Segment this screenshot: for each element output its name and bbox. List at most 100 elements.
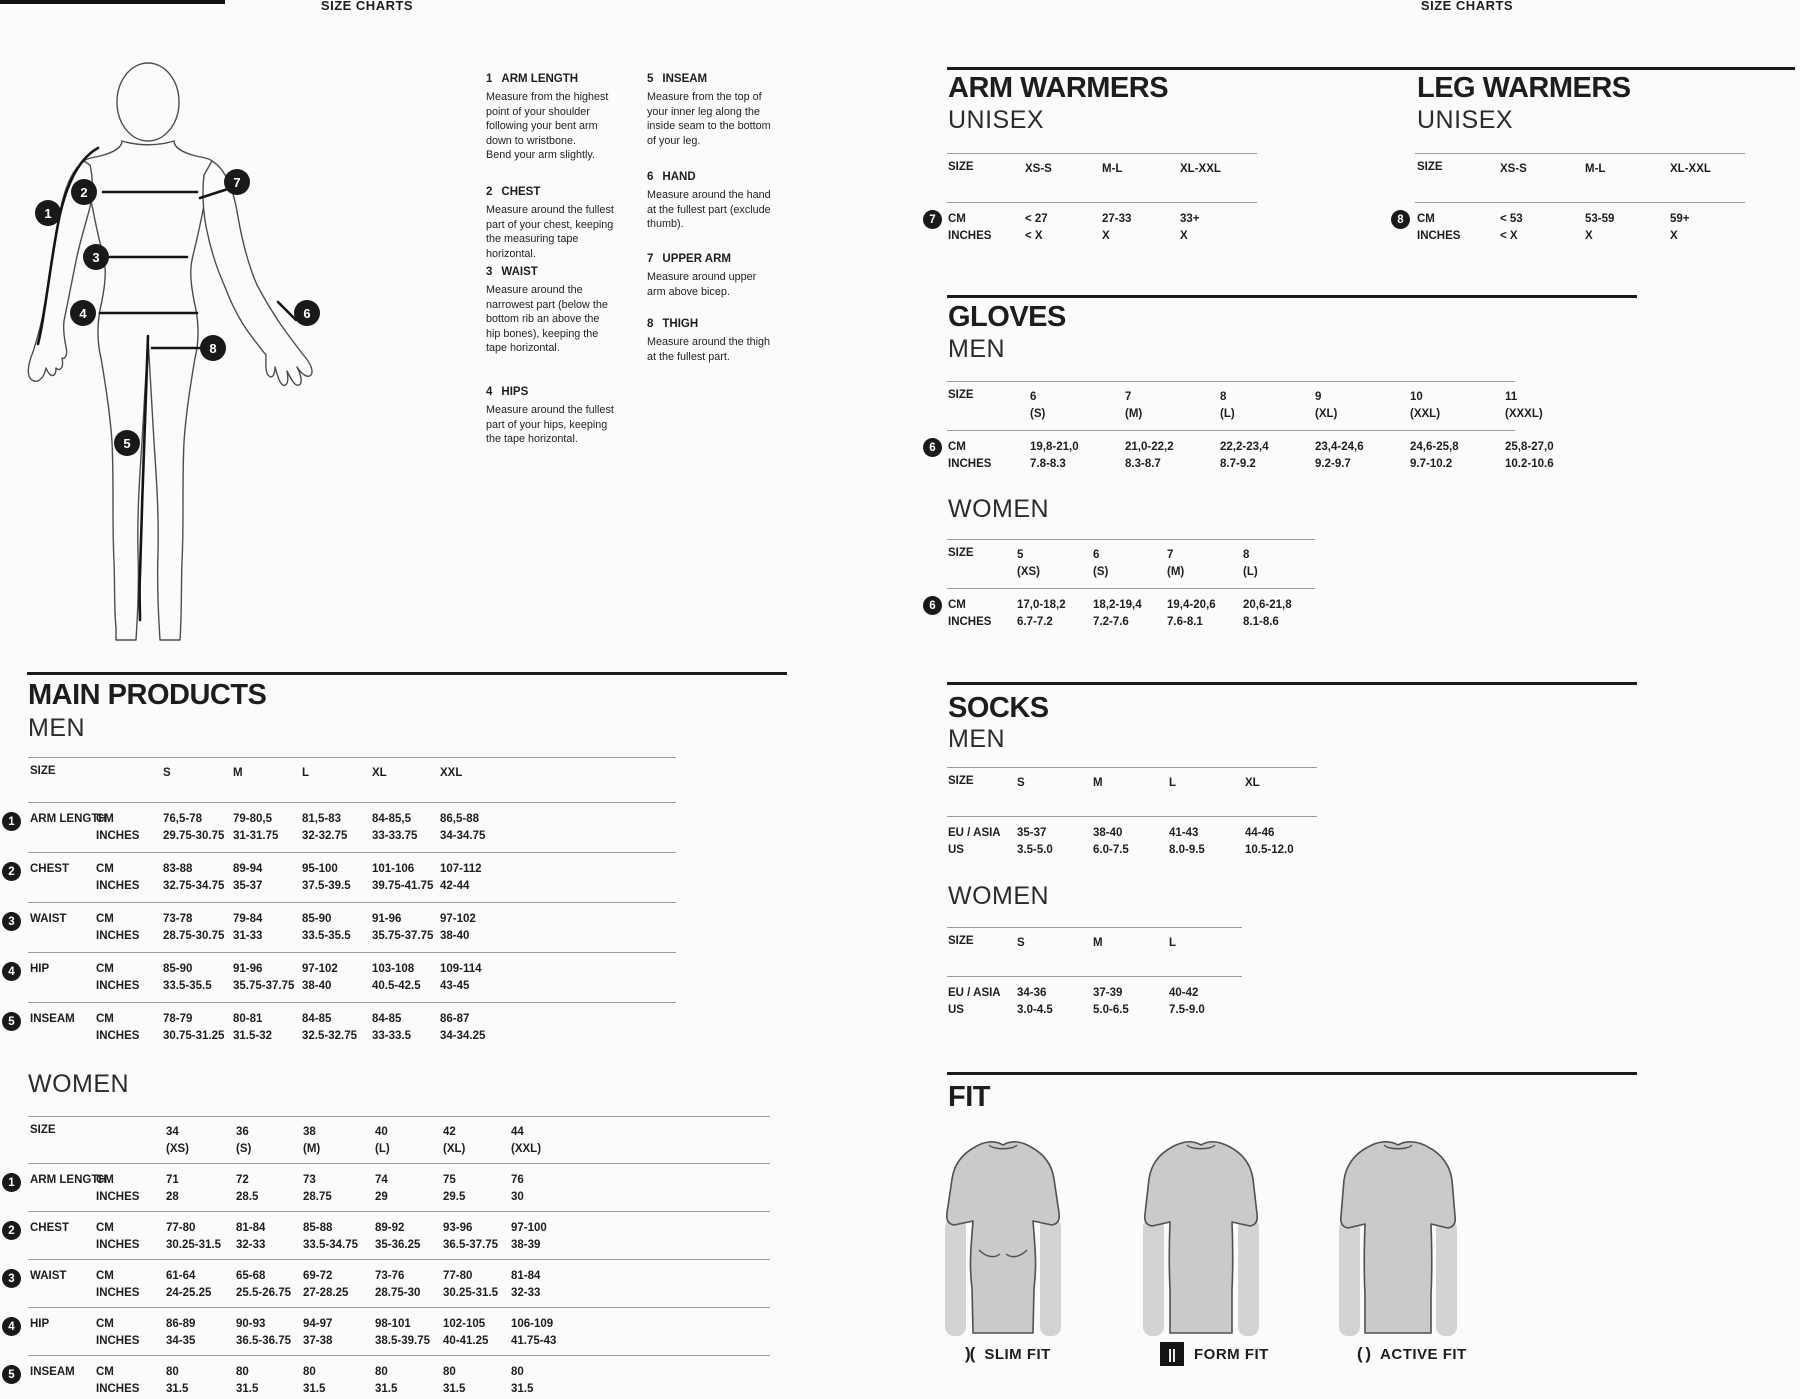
table-row: CM 77-80 81-84 85-88 89-92 93-96 97-100 [28,1222,770,1239]
size-alias: (XXL) [511,1143,542,1155]
size-value: X [1102,230,1110,242]
size-value: 76 [511,1174,524,1186]
size-alias: (XXXL) [1505,408,1543,420]
size-name: S [1017,937,1025,949]
table-row: CM 71 72 73 74 75 76 [28,1174,770,1191]
unit-label: US [948,1004,964,1016]
unit-label: CM [96,863,114,875]
column-header: 34 (XS) [166,1124,189,1158]
size-value: 98-101 [375,1318,411,1330]
size-value: 3.0-4.5 [1017,1004,1053,1016]
table-row: INCHES 29.75-30.75 31-31.75 32-32.75 33-33.7… [28,830,676,847]
instruction-text: Measure around the fullest part of your … [486,404,614,445]
size-value: 33.5-35.5 [163,980,212,992]
size-value: 37-38 [303,1335,333,1347]
measure-badge: 2 [2,1221,21,1240]
size-value: 35-36.25 [375,1239,421,1251]
column-header: 8 (L) [1243,547,1258,581]
size-value: 95-100 [302,863,338,875]
size-value: 32-32.75 [302,830,348,842]
body-diagram: 1 2 3 4 5 6 7 8 [27,62,320,641]
size-value: 80 [443,1366,456,1378]
table-header: SIZE 5 (XS) 6 (S) 7 (M) 8 (L) [947,539,1315,588]
measure-label: HIP [30,963,50,975]
size-value: 31.5 [375,1383,398,1395]
size-value: 69-72 [303,1270,333,1282]
unit-label: CM [948,441,966,453]
leg-warmers-title: LEG WARMERS [1417,72,1631,104]
size-value: 6.0-7.5 [1093,844,1129,856]
size-name: 8 [1243,549,1250,561]
size-name: M-L [1585,163,1606,175]
slim-fit-item: )( SLIM FIT [965,1341,1051,1367]
size-name: 10 [1410,391,1423,403]
size-name: XXL [440,767,463,779]
table-group: 6 CM 19,8-21,0 21,0-22,2 22,2-23,4 23,4-24,6 2… [923,430,1554,478]
size-name: 36 [236,1126,249,1138]
measure-label: HIP [30,1318,50,1330]
size-name: 6 [1093,549,1100,561]
table-row: CM < 53 53-59 59+ [1415,213,1745,230]
measure-label: ARM LENGTH [30,813,107,825]
size-name: XL-XXL [1670,163,1711,175]
size-value: 23,4-24,6 [1315,441,1364,453]
size-value: 28.5 [236,1191,259,1203]
size-column-label: SIZE [948,935,974,947]
badge-7: 7 [233,175,240,190]
size-value: 9.2-9.7 [1315,458,1351,470]
size-value: 73 [303,1174,316,1186]
size-value: 106-109 [511,1318,554,1330]
instruction-title: CHEST [501,186,541,198]
column-header: S [1017,935,1025,952]
size-value: 40-41.25 [443,1335,489,1347]
size-value: 71 [166,1174,179,1186]
socks-men-subtitle: MEN [948,725,1006,753]
size-value: 38-40 [440,930,470,942]
size-value: 53-59 [1585,213,1615,225]
badge-1: 1 [44,206,51,221]
gloves-men-table: SIZE 6 (S) 7 (M) 8 (L) 9 (XL) 10 (XXL) 11 (XXXL) 6 CM 1… [923,381,1554,478]
measure-badge: 1 [2,1173,21,1192]
column-header: 7 (M) [1125,389,1142,423]
figure-head [116,62,180,142]
table-group: 3 WAIST CM 73-78 79-84 85-90 91-96 97-102 INCHES… [2,902,676,952]
gloves-title: GLOVES [948,301,1066,333]
measure-badge: 1 [2,812,21,831]
size-value: 34-35 [166,1335,196,1347]
measure-badge: 4 [2,1317,21,1336]
size-value: 31.5 [236,1383,259,1395]
section-divider [27,672,787,675]
size-value: 73-78 [163,913,193,925]
size-alias: (S) [1030,408,1046,420]
column-header: L [302,765,309,782]
size-value: 74 [375,1174,388,1186]
slim-fit-label: SLIM FIT [984,1345,1051,1363]
size-value: 31-33 [233,930,263,942]
measure-label: WAIST [30,913,67,925]
form-fit-item: || FORM FIT [1160,1341,1269,1367]
column-header: 44 (XXL) [511,1124,541,1158]
size-value: 97-102 [440,913,476,925]
measure-label: WAIST [30,1270,67,1282]
badge-3: 3 [92,250,99,265]
size-value: 8.3-8.7 [1125,458,1161,470]
size-value: 8.7-9.2 [1220,458,1256,470]
column-header: 9 (XL) [1315,389,1337,423]
size-value: 31-31.75 [233,830,279,842]
arm-warmers-title: ARM WARMERS [948,72,1169,104]
column-header: M [1093,935,1103,952]
size-alias: (M) [1125,408,1143,420]
unit-label: CM [96,1270,114,1282]
fit-title: FIT [948,1081,991,1113]
size-name: 44 [511,1126,524,1138]
size-column-label: SIZE [1417,161,1443,173]
size-value: 35.75-37.75 [372,930,434,942]
instruction-number: 5 [647,73,654,85]
instruction-title: HIPS [501,386,529,398]
size-value: 93-96 [443,1222,473,1234]
size-value: 31.5 [511,1383,534,1395]
size-value: 91-96 [372,913,402,925]
instruction-number: 2 [486,186,493,198]
instruction-inseam: 5 INSEAM Measure from the top of your inn… [647,73,777,148]
